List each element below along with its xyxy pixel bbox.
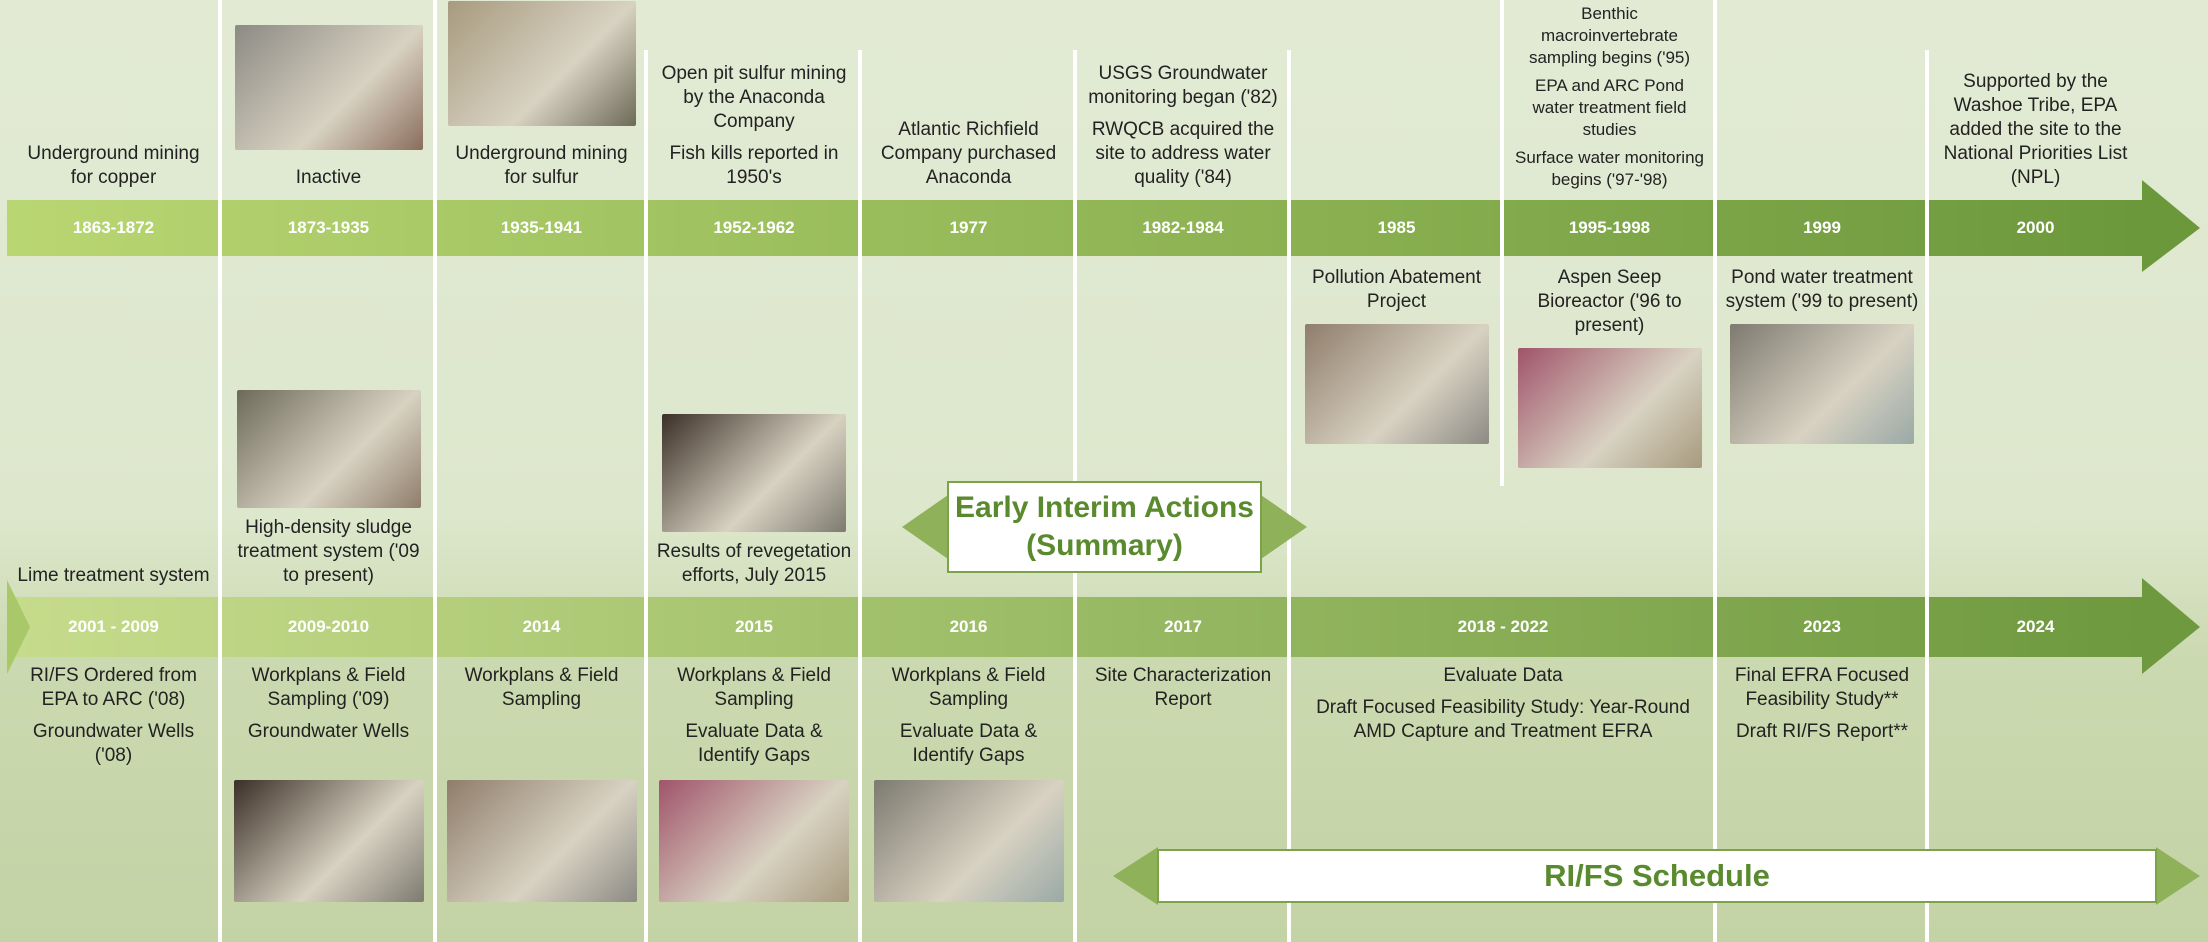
period-label: 1977 xyxy=(862,200,1075,256)
photo xyxy=(447,780,637,902)
period-below: Workplans & Field Sampling Evaluate Data … xyxy=(648,660,860,902)
period-above: Results of revegetation efforts, July 20… xyxy=(648,360,860,592)
period-above: Supported by the Washoe Tribe, EPA added… xyxy=(1929,8,2142,194)
period-below: RI/FS Ordered from EPA to ARC ('08) Groun… xyxy=(7,660,220,902)
period-below: Workplans & Field Sampling ('09) Groundwa… xyxy=(222,660,435,902)
photo xyxy=(237,390,421,508)
period-label: 2023 xyxy=(1717,597,1927,657)
rifs-arrow-right xyxy=(2156,847,2200,905)
event-text: Workplans & Field Sampling xyxy=(656,664,852,712)
timeline-infographic: Early Interim Actions (Summary) RI/FS Sc… xyxy=(0,0,2208,942)
period-label: 1995-1998 xyxy=(1504,200,1715,256)
banner-arrow-left xyxy=(902,495,948,559)
period-below: Pollution Abatement Project xyxy=(1291,262,1502,462)
period-above: Inactive xyxy=(222,8,435,194)
event-text: Workplans & Field Sampling xyxy=(445,664,638,712)
period-below: Final EFRA Focused Feasibility Study** Dr… xyxy=(1717,660,1927,902)
photo xyxy=(662,414,846,532)
event-text: Supported by the Washoe Tribe, EPA added… xyxy=(1937,70,2134,190)
event-text: EPA and ARC Pond water treatment field s… xyxy=(1512,75,1707,141)
event-text: Atlantic Richfield Company purchased Ana… xyxy=(870,118,1067,190)
event-text: Open pit sulfur mining by the Anaconda C… xyxy=(656,62,852,134)
photo xyxy=(1730,324,1914,444)
period-above: Lime treatment system xyxy=(7,360,220,592)
period-label: 1952-1962 xyxy=(648,200,860,256)
period-above: High-density sludge treatment system ('0… xyxy=(222,360,435,592)
period-below: Workplans & Field Sampling xyxy=(437,660,646,902)
photo xyxy=(874,780,1064,902)
period-above: Atlantic Richfield Company purchased Ana… xyxy=(862,8,1075,194)
period-label: 1935-1941 xyxy=(437,200,646,256)
event-text: Draft RI/FS Report** xyxy=(1736,720,1908,744)
period-above: Open pit sulfur mining by the Anaconda C… xyxy=(648,8,860,194)
event-text: Final EFRA Focused Feasibility Study** xyxy=(1725,664,1919,712)
period-label: 1873-1935 xyxy=(222,200,435,256)
period-label: 2001 - 2009 xyxy=(7,597,220,657)
event-text: High-density sludge treatment system ('0… xyxy=(230,516,427,588)
event-text: Evaluate Data xyxy=(1443,664,1562,688)
period-below: Pond water treatment system ('99 to pres… xyxy=(1717,262,1927,462)
event-text: Fish kills reported in 1950's xyxy=(656,142,852,190)
event-text: Groundwater Wells ('08) xyxy=(15,720,212,768)
top-arrow-head xyxy=(2142,180,2200,272)
period-label: 2017 xyxy=(1077,597,1289,657)
period-label: 2018 - 2022 xyxy=(1291,597,1715,657)
event-text: Groundwater Wells xyxy=(248,720,409,744)
bottom-arrow-head xyxy=(2142,578,2200,674)
period-label: 2009-2010 xyxy=(222,597,435,657)
period-label: 2024 xyxy=(1929,597,2142,657)
period-label: 2014 xyxy=(437,597,646,657)
period-below: Evaluate Data Draft Focused Feasibility S… xyxy=(1291,660,1715,902)
period-below: Aspen Seep Bioreactor ('96 to present) xyxy=(1504,262,1715,462)
photo xyxy=(234,780,424,902)
banner-arrow-right xyxy=(1261,495,1307,559)
period-label: 2016 xyxy=(862,597,1075,657)
event-text: Pollution Abatement Project xyxy=(1299,266,1494,314)
event-text: Inactive xyxy=(296,166,361,190)
event-text: Workplans & Field Sampling ('09) xyxy=(230,664,427,712)
event-text: Surface water monitoring begins ('97-'98… xyxy=(1512,147,1707,191)
event-text: Evaluate Data & Identify Gaps xyxy=(656,720,852,768)
event-text: Aspen Seep Bioreactor ('96 to present) xyxy=(1512,266,1707,338)
period-label: 2015 xyxy=(648,597,860,657)
event-text: Evaluate Data & Identify Gaps xyxy=(870,720,1067,768)
period-below: Site Characterization Report xyxy=(1077,660,1289,902)
period-below: Workplans & Field Sampling Evaluate Data … xyxy=(862,660,1075,902)
period-above: Underground mining for copper xyxy=(7,8,220,194)
event-text: USGS Groundwater monitoring began ('82) xyxy=(1085,62,1281,110)
event-text: Pond water treatment system ('99 to pres… xyxy=(1725,266,1919,314)
event-text: Underground mining for copper xyxy=(15,142,212,190)
period-above: Underground mining for sulfur xyxy=(437,8,646,194)
period-label: 1863-1872 xyxy=(7,200,220,256)
period-above: Benthic macroinvertebrate sampling begin… xyxy=(1504,8,1715,194)
photo xyxy=(659,780,849,902)
period-label: 1985 xyxy=(1291,200,1502,256)
event-text: Site Characterization Report xyxy=(1085,664,1281,712)
event-text: Workplans & Field Sampling xyxy=(870,664,1067,712)
period-above: USGS Groundwater monitoring began ('82) R… xyxy=(1077,8,1289,194)
photo xyxy=(235,25,423,150)
photo xyxy=(1518,348,1702,468)
period-label: 1982-1984 xyxy=(1077,200,1289,256)
event-text: Draft Focused Feasibility Study: Year-Ro… xyxy=(1299,696,1707,744)
period-label: 2000 xyxy=(1929,200,2142,256)
photo xyxy=(448,1,636,126)
event-text: Lime treatment system xyxy=(17,564,209,588)
event-text: Benthic macroinvertebrate sampling begin… xyxy=(1512,3,1707,69)
period-label: 1999 xyxy=(1717,200,1927,256)
event-text: RWQCB acquired the site to address water… xyxy=(1085,118,1281,190)
event-text: Underground mining for sulfur xyxy=(445,142,638,190)
event-text: RI/FS Ordered from EPA to ARC ('08) xyxy=(15,664,212,712)
event-text: Results of revegetation efforts, July 20… xyxy=(656,540,852,588)
photo xyxy=(1305,324,1489,444)
early-interim-banner: Early Interim Actions (Summary) xyxy=(948,482,1261,572)
